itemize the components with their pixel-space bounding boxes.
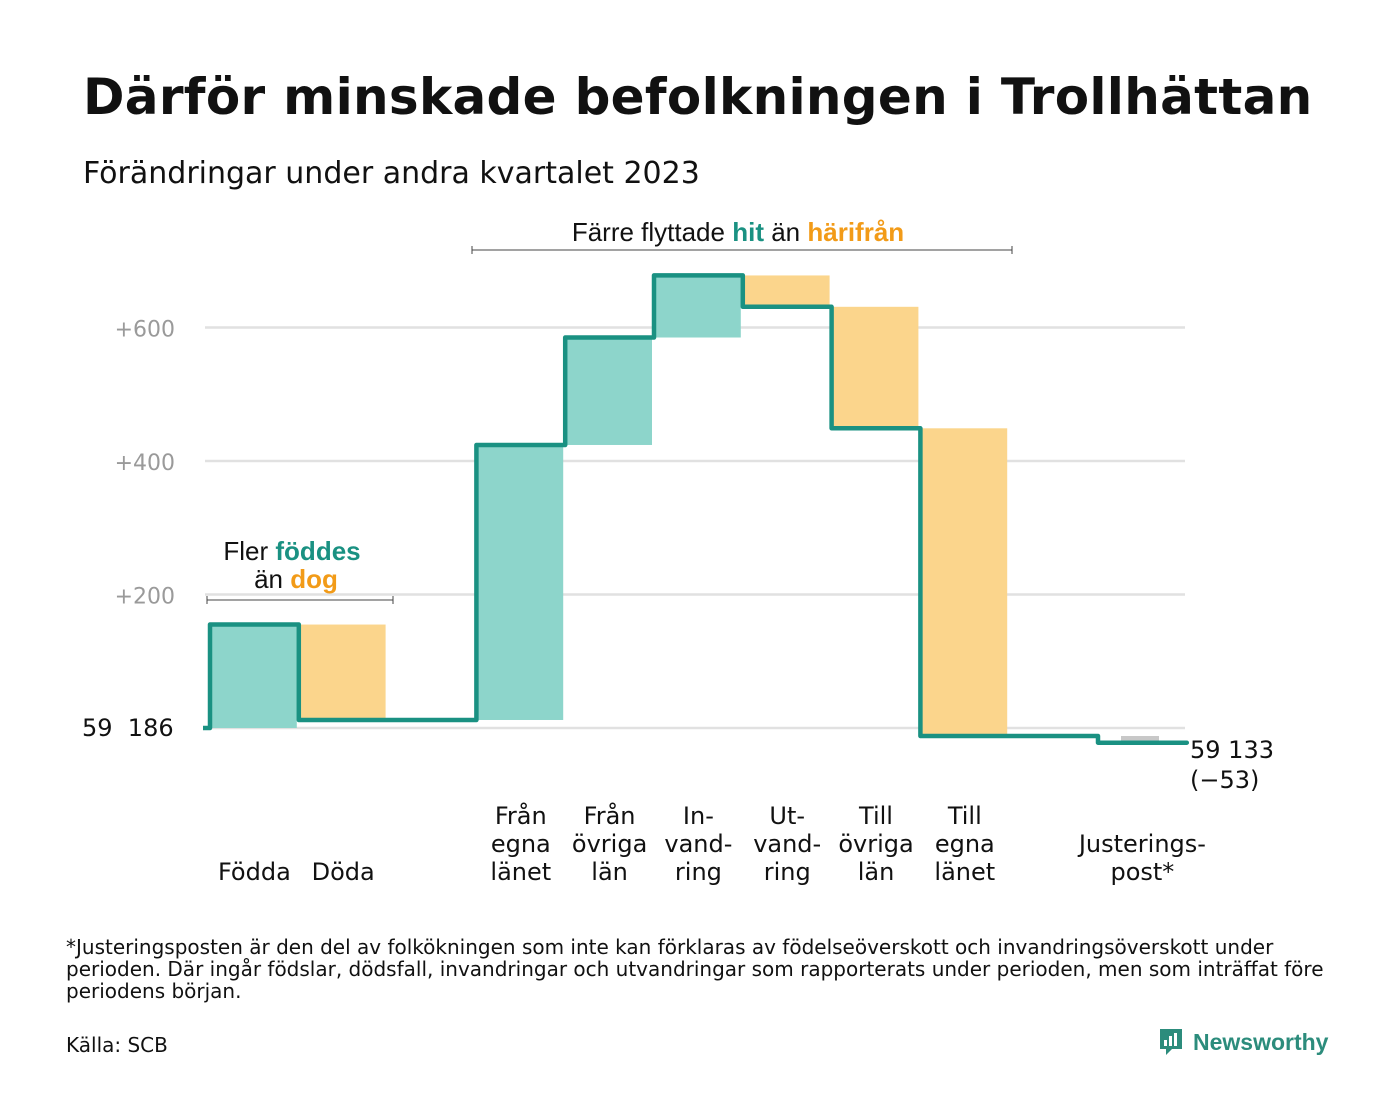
- annotation-an-2: än: [771, 217, 800, 247]
- annotation-harifran: härifrån: [807, 217, 904, 247]
- category-label: Till: [858, 802, 893, 830]
- annotation-fler: Fler: [223, 536, 268, 566]
- bar-decrease: [831, 306, 919, 429]
- category-label: övriga: [838, 830, 913, 858]
- category-labels: Födda DödaFrånegnalänetFrånövrigalänIn-va…: [218, 801, 1206, 886]
- migration-annotation: Färre flyttade hit än härifrån: [471, 217, 1013, 254]
- y-tick-label: +400: [115, 451, 175, 476]
- svg-text:än dog: än dog: [254, 564, 338, 594]
- annotation-farre: Färre flyttade: [572, 217, 725, 247]
- category-label: Till: [947, 802, 982, 830]
- category-label: län: [591, 858, 628, 886]
- category-label: Ut-: [769, 802, 805, 830]
- bar-decrease: [298, 624, 386, 720]
- footnote: *Justeringsposten är den del av folkökni…: [66, 935, 1324, 1003]
- category-label: egna: [935, 830, 995, 858]
- category-label: In-: [683, 802, 714, 830]
- category-label: länet: [934, 858, 995, 886]
- bar-increase: [210, 624, 297, 728]
- running-total: [203, 273, 1190, 745]
- running-total-line: [203, 273, 1190, 745]
- birth-annotation: Fler föddes än dog: [206, 536, 394, 604]
- category-label: ring: [675, 858, 722, 886]
- svg-text:Fler föddes: Fler föddes: [223, 536, 360, 566]
- category-label: ring: [764, 858, 811, 886]
- brand-name: Newsworthy: [1193, 1028, 1329, 1055]
- bars: [210, 275, 1159, 743]
- brand-logo: Newsworthy: [1158, 1027, 1328, 1057]
- y-tick-label: +600: [115, 318, 175, 343]
- category-label: Från: [495, 801, 547, 830]
- annotation-foddes: föddes: [275, 536, 360, 566]
- bar-decrease: [742, 275, 830, 307]
- end-change-label: (−53): [1190, 766, 1259, 794]
- gridlines: +200 +400 +600: [115, 318, 1185, 730]
- annotation-dog: dog: [290, 564, 338, 594]
- category-label: Döda: [312, 858, 375, 886]
- source-note: Källa: SCB: [66, 1033, 168, 1057]
- category-label: Från: [584, 801, 636, 830]
- category-label: länet: [490, 858, 551, 886]
- category-label: län: [858, 858, 895, 886]
- annotation-an: än: [254, 564, 283, 594]
- bar-increase: [654, 275, 741, 338]
- start-value-label: 59 186: [82, 714, 174, 742]
- category-label: vand-: [664, 830, 732, 858]
- chart-title: Därför minskade befolkningen i Trollhätt…: [83, 68, 1313, 126]
- category-label: Justerings-: [1077, 830, 1206, 858]
- bar-decrease: [920, 428, 1008, 737]
- annotation-hit: hit: [732, 217, 764, 247]
- bar-increase: [565, 337, 652, 445]
- bar-increase: [476, 444, 564, 720]
- category-label: övriga: [572, 830, 647, 858]
- chart-subtitle: Förändringar under andra kvartalet 2023: [83, 156, 700, 191]
- bar-adjustment: [1121, 736, 1159, 743]
- waterfall-chart: +200+400+600 Födda DödaFrånegnalänetFrånö…: [82, 217, 1274, 886]
- category-label: vand-: [753, 830, 821, 858]
- end-value-label: 59 133: [1190, 736, 1274, 764]
- y-tick-label: +200: [115, 585, 175, 610]
- category-label: egna: [491, 830, 551, 858]
- newsworthy-chart-icon: [1160, 1029, 1182, 1055]
- category-label: Födda: [218, 858, 291, 886]
- category-label: post*: [1110, 858, 1174, 886]
- svg-text:Färre flyttade hit: Färre flyttade hit än härifrån: [572, 217, 904, 247]
